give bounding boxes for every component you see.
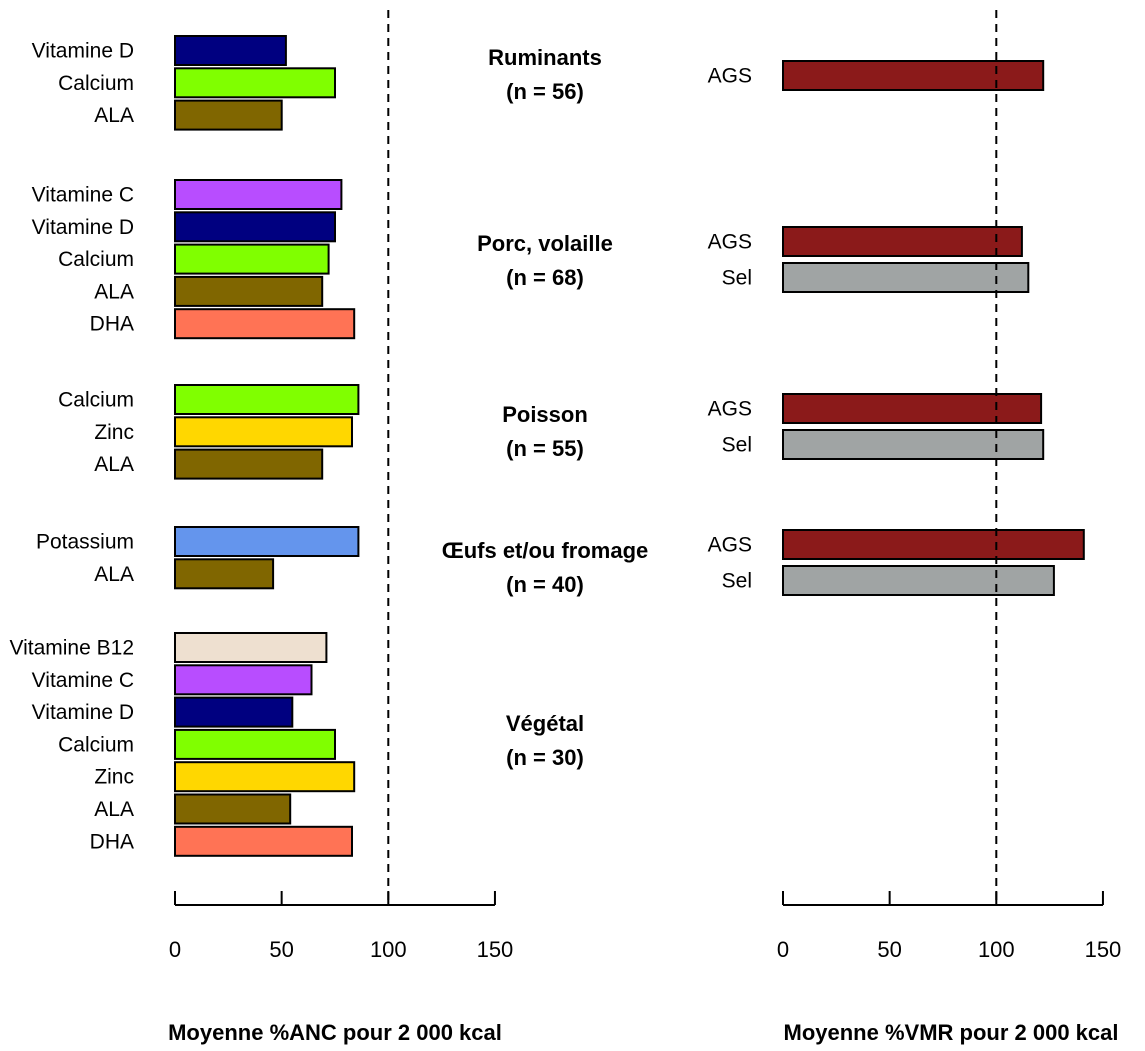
left-bar-calcium [174,384,360,415]
left-bar-label: Vitamine B12 [9,637,134,660]
category-name: Œufs et/ou fromage [442,538,649,563]
left-bar-label: Vitamine C [32,669,134,692]
category-name: Ruminants [488,45,602,70]
left-panel-anc: Vitamine D Calcium ALA Vitamine C Vitamine D… [9,10,513,962]
right-bar-label: Sel [722,434,752,457]
left-bar-zinc [174,761,356,793]
right-bar-label: Sel [722,570,752,593]
left-bar-label: ALA [94,453,134,476]
category-labels: Ruminants (n = 56) Porc, volaille (n = 68) P… [442,45,649,770]
left-bar-vitamine-c [174,179,343,210]
left-bar-vitamine-d [174,35,287,66]
left-x-tick-label: 100 [370,937,407,962]
left-bar-label: ALA [94,104,134,127]
left-bar-label: Potassium [36,531,134,554]
left-bar-label: DHA [90,830,134,853]
left-bar-ala [174,448,324,480]
left-bar-label: Zinc [94,766,134,789]
left-bar-ala [174,558,275,590]
left-bar-label: Vitamine C [32,184,134,207]
left-bar-zinc [174,416,353,448]
left-bar-label: Calcium [58,248,134,271]
category-name: Végétal [506,711,584,736]
left-x-axis-title: Moyenne %ANC pour 2 000 kcal [168,1020,502,1045]
right-bar-ags [782,226,1023,257]
right-x-tick-label: 150 [1085,937,1122,962]
left-bar-label: Calcium [58,389,134,412]
category-name: Poisson [502,402,588,427]
right-x-tick-label: 50 [877,937,901,962]
left-x-tick-label: 50 [269,937,293,962]
right-x-tick-label: 0 [777,937,789,962]
left-bar-label: ALA [94,280,134,303]
right-x-tick-label: 100 [978,937,1015,962]
category-count: (n = 56) [506,79,584,104]
left-x-tick-label: 0 [169,937,181,962]
category-name: Porc, volaille [477,231,613,256]
left-bar-label: Zinc [94,421,134,444]
right-bar-ags [782,529,1085,560]
right-bar-sel [782,565,1055,596]
right-bar-label: AGS [708,398,752,421]
left-bar-ala [174,275,324,307]
left-bar-ala [174,793,292,825]
right-bar-label: Sel [722,267,752,290]
right-bar-label: AGS [708,231,752,254]
right-panel-vmr: AGS AGS Sel AGS Sel AGS Sel 0 50 100 150 [708,10,1122,962]
left-bar-label: Calcium [58,72,134,95]
left-x-tick-label: 150 [477,937,514,962]
left-bar-dha [174,825,353,857]
left-bar-label: Calcium [58,733,134,756]
left-bar-label: Vitamine D [32,40,134,63]
left-bar-vitamine-d [174,211,336,243]
category-count: (n = 55) [506,436,584,461]
left-bar-calcium [174,728,336,760]
right-bar-sel [782,429,1045,460]
right-x-axis-title: Moyenne %VMR pour 2 000 kcal [784,1020,1119,1045]
left-bar-vitamine-b12 [174,632,328,663]
right-bar-ags [782,60,1045,91]
category-count: (n = 40) [506,572,584,597]
left-bar-potassium [174,526,360,557]
category-count: (n = 30) [506,745,584,770]
left-bar-calcium [174,67,336,99]
left-bar-label: ALA [94,563,134,586]
right-bar-sel [782,262,1030,293]
left-bar-label: Vitamine D [32,701,134,724]
right-bar-ags [782,393,1043,424]
left-bar-dha [174,308,356,340]
left-bar-ala [174,99,283,131]
left-bar-vitamine-c [174,664,313,696]
left-bar-calcium [174,243,330,275]
right-bar-label: AGS [708,65,752,88]
left-bar-label: ALA [94,798,134,821]
left-bar-vitamine-d [174,696,294,728]
right-bar-label: AGS [708,534,752,557]
left-bar-label: DHA [90,313,134,336]
left-bar-label: Vitamine D [32,216,134,239]
category-count: (n = 68) [506,265,584,290]
